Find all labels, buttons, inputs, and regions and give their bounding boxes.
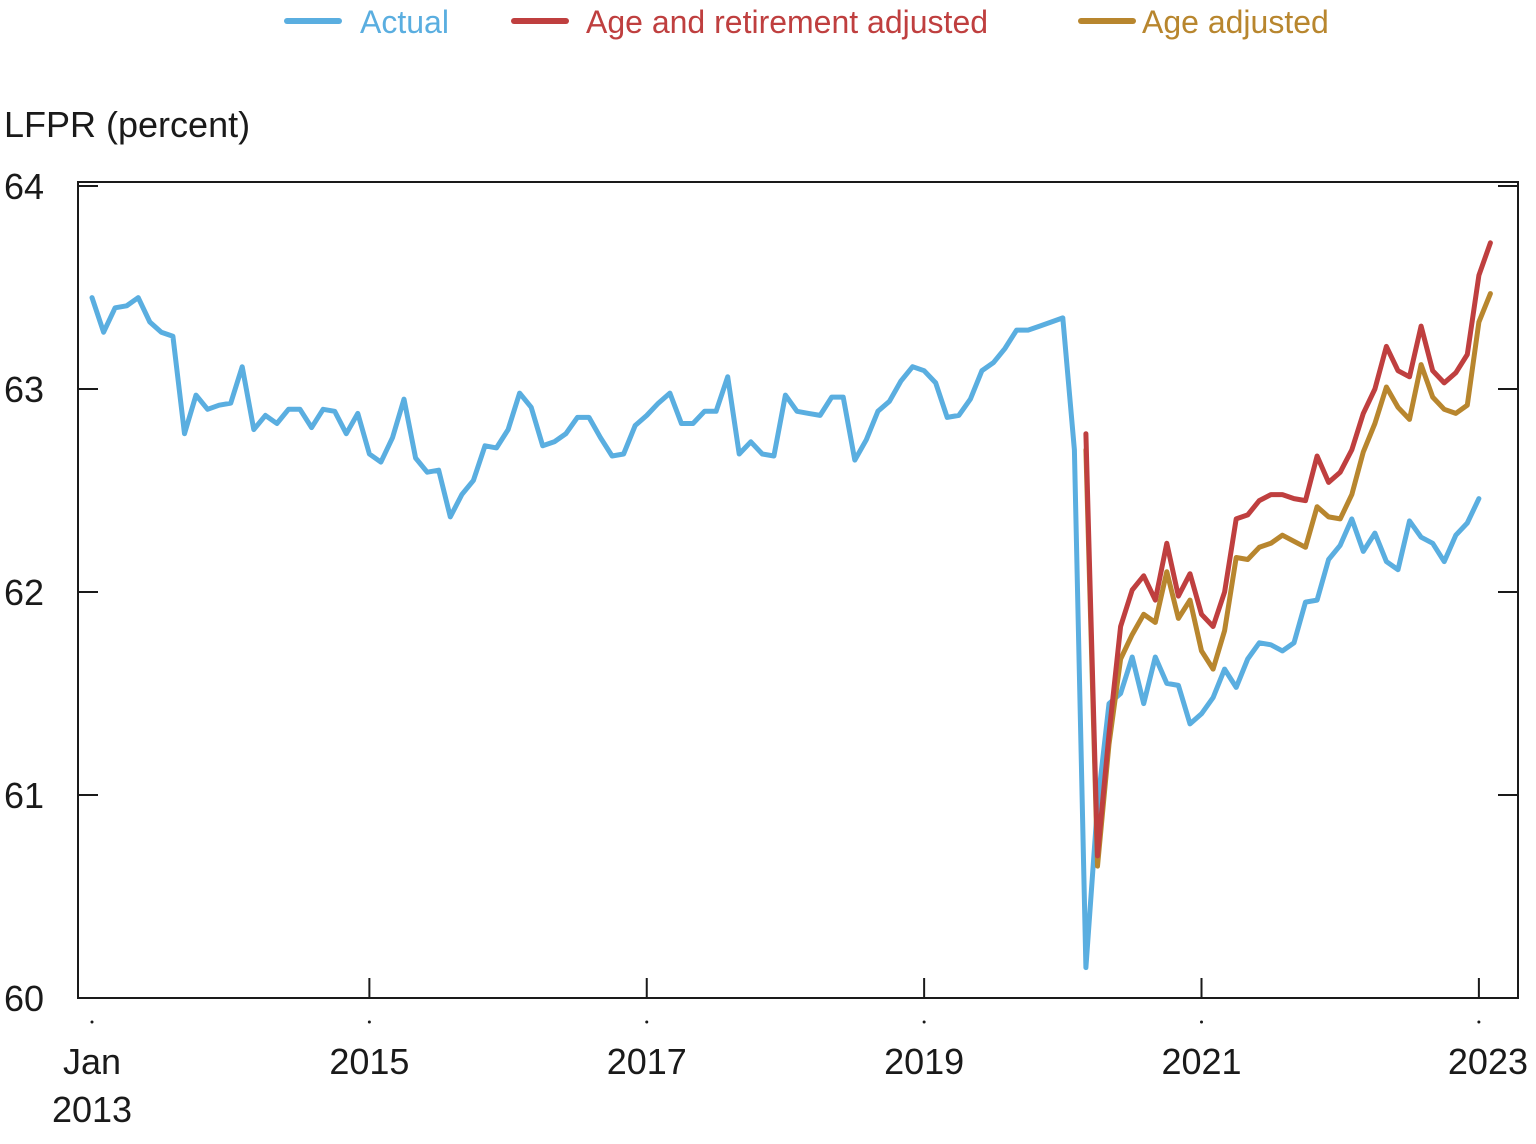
x-tick-label: Jan: [63, 1041, 121, 1082]
y-tick-label: 62: [4, 572, 44, 613]
series-line-age-and-retirement-adjusted: [1083, 240, 1493, 859]
y-tick-label: 64: [4, 166, 44, 207]
y-tick-label: 61: [4, 775, 44, 816]
legend-label-age-and-retirement-adjusted: Age and retirement adjusted: [586, 4, 988, 40]
x-tick-label: 2017: [607, 1041, 687, 1082]
x-tick-label: 2021: [1161, 1041, 1241, 1082]
x-axis-ticks: Jan 2013 2015 2017 2019 2021 2023: [52, 978, 1528, 1130]
legend-label-actual: Actual: [360, 4, 449, 40]
plot-frame: [77, 181, 1519, 999]
x-tick-dot: [90, 1020, 94, 1024]
x-tick-label: 2019: [884, 1041, 964, 1082]
x-tick-label: 2023: [1448, 1041, 1528, 1082]
x-tick-dot: [367, 1020, 371, 1024]
x-tick-label: 2015: [329, 1041, 409, 1082]
series-line-age-adjusted: [1083, 291, 1493, 869]
x-tick-dot: [1200, 1020, 1204, 1024]
x-tick-dot: [922, 1020, 926, 1024]
x-tick-label-year: 2013: [52, 1089, 132, 1130]
series-lines: [89, 240, 1493, 971]
y-axis-label: LFPR (percent): [4, 104, 250, 145]
x-tick-dot: [645, 1020, 649, 1024]
y-tick-label: 60: [4, 978, 44, 1019]
x-tick-dot: [1477, 1020, 1481, 1024]
legend: Actual Age and retirement adjusted Age adj…: [284, 4, 1329, 40]
series-line-actual: [89, 295, 1482, 971]
y-axis-ticks: 60 61 62 63 64: [4, 166, 1518, 1019]
y-tick-label: 63: [4, 369, 44, 410]
legend-label-age-adjusted: Age adjusted: [1142, 4, 1329, 40]
